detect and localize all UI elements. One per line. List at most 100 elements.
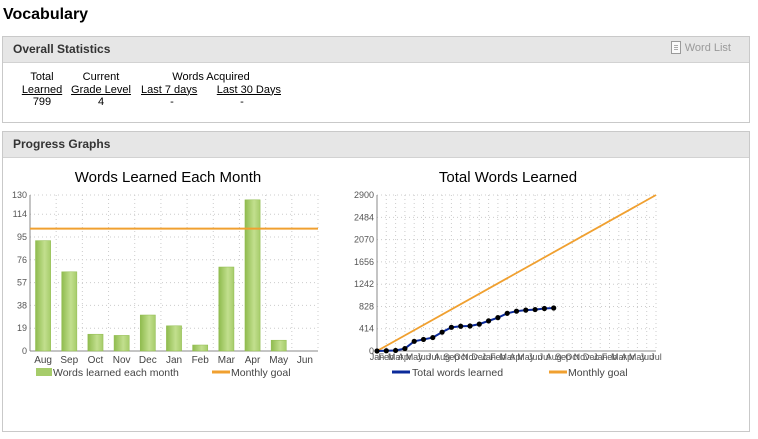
x-tick-label: Nov [462,352,479,362]
bar [61,271,78,352]
y-tick-label: 130 [12,190,27,200]
total-words-line [376,307,554,352]
legend-swatch-words-learned [36,368,52,376]
x-tick-label: Dec [139,355,157,366]
x-tick-label: Oct [454,352,469,362]
y-tick-label: 38 [17,300,27,310]
data-point [439,329,445,335]
last-7-days-link[interactable]: Last 7 days [141,83,198,96]
x-tick-label: Apr [398,352,412,362]
total-learned-link[interactable]: Learned [21,83,63,96]
overall-statistics-title: Overall Statistics [13,42,111,56]
x-tick-label: Aug [546,352,562,362]
x-tick-label: Jun [416,352,431,362]
last-30-days-link[interactable]: Last 30 Days [216,83,281,96]
last-7-days-value: - [170,96,174,108]
x-tick-label: Dec [471,352,488,362]
data-point [430,334,436,341]
y-tick-label: 2070 [354,235,374,245]
current-grade-value: 4 [97,96,105,108]
legend-label: Words learned each month [53,367,179,379]
x-tick-label: Apr [621,352,635,362]
x-tick-label: May [269,355,288,366]
legend-label: Total words learned [412,367,503,379]
chart-title: Total Words Learned [439,169,577,186]
x-tick-label: May [629,352,647,362]
y-tick-label: 57 [17,278,27,288]
x-tick-label: Nov [574,352,591,362]
bar [270,339,287,352]
data-point [495,315,501,321]
bar [139,314,156,352]
data-point [467,323,473,329]
x-tick-label: Jan [166,355,182,366]
x-tick-label: Feb [192,355,210,366]
y-tick-label: 828 [359,301,374,311]
bar [192,344,209,352]
chart-title: Words Learned Each Month [75,169,262,186]
progress-graphs-header: Progress Graphs [3,132,749,158]
x-tick-label: Mar [611,352,627,362]
x-tick-label: Jan [593,352,608,362]
total-learned-stat: Total Learned 799 [17,71,67,109]
page-title: Vocabulary [3,6,89,23]
x-tick-label: Aug [434,352,450,362]
data-point [486,318,492,324]
x-tick-label: Sep [443,352,459,362]
data-point [541,305,547,312]
data-point [448,324,454,330]
x-tick-label: Aug [34,355,52,366]
data-point [523,307,529,313]
data-point [532,306,538,313]
data-point [383,348,389,354]
progress-graphs-title: Progress Graphs [13,137,111,151]
data-point [551,305,557,311]
x-tick-label: Sep [555,352,571,362]
x-tick-label: Apr [245,355,261,366]
x-tick-label: Mar [499,352,515,362]
data-point [374,348,380,354]
x-tick-label: Apr [509,352,523,362]
bar [166,325,182,352]
total-words-learned-chart: Total Words Learned 2900 2484 2070 1656 1242 8… [354,169,662,379]
x-tick-label: Sep [60,355,78,366]
data-point [411,338,417,344]
current-grade-stat: Current Grade Level 4 [69,71,133,109]
x-tick-label: Feb [490,352,506,362]
data-point [402,345,408,352]
bar [218,266,235,352]
data-point [420,336,427,343]
x-tick-label: Jan [370,352,385,362]
y-tick-label: 0 [369,346,374,356]
x-tick-label: Nov [113,355,131,366]
data-point [513,308,520,314]
document-icon [670,41,681,54]
y-tick-label: 19 [17,323,27,333]
current-grade-label-1: Current [82,71,120,83]
data-point [458,323,464,329]
x-tick-label: Feb [379,352,395,362]
x-tick-label: Oct [565,352,580,362]
bar [113,335,130,352]
data-point [393,347,399,354]
bar [87,333,104,352]
data-point [504,310,510,316]
word-list-button[interactable]: Word List [670,41,731,54]
x-tick-label: Mar [388,352,404,362]
y-tick-label: 1656 [354,257,374,267]
y-tick-label: 414 [359,324,374,334]
y-tick-label: 2484 [354,212,374,222]
current-grade-link[interactable]: Grade Level [71,83,131,96]
x-tick-label: Mar [218,355,236,366]
words-learned-each-month-chart: Words Learned Each Month 130 114 95 76 57 38 19… [12,169,319,379]
word-list-label: Word List [684,41,731,54]
x-tick-label: Jul [427,352,439,362]
x-tick-label: Jan [481,352,496,362]
y-tick-label: 1242 [354,279,374,289]
overall-statistics-header: Overall Statistics Word List [3,37,749,63]
last-30-days-value: - [240,96,244,108]
x-tick-label: Jun [528,352,543,362]
bar [244,199,261,352]
words-acquired-heading: Words Acquired [172,71,250,83]
progress-graphs-panel: Progress Graphs [2,131,750,432]
